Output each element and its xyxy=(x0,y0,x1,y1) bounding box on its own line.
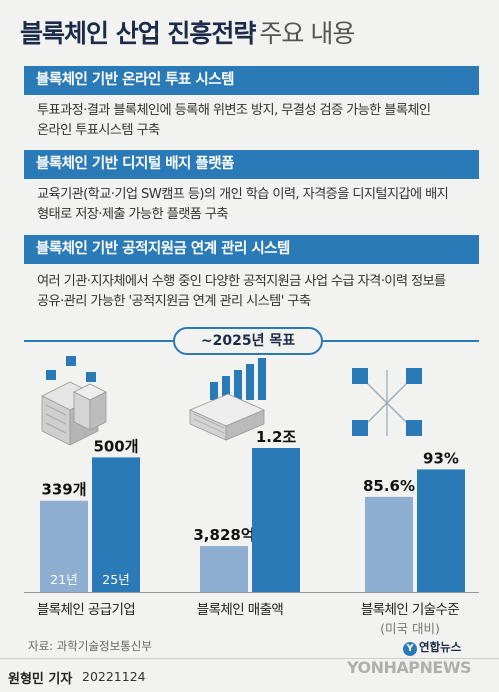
buildings-icon xyxy=(41,356,107,446)
bar-0-1 xyxy=(92,457,140,592)
value-label-1-1: 1.2조 xyxy=(256,428,297,446)
section-heading-badge: 블록체인 기반 디지털 배지 플랫폼 xyxy=(24,150,479,179)
bar-1-1 xyxy=(252,448,300,592)
goal-badge: ~2025년 목표 xyxy=(173,327,323,355)
network-cubes-icon xyxy=(352,368,422,436)
chart-title-tech-level: 블록체인 기술수준 xyxy=(360,602,460,618)
section-line: 교육기관(학교·기업 SW캠프 등)의 개인 학습 이력, 자격증을 디지털지갑… xyxy=(37,187,449,202)
chart-title-suppliers: 블록체인 공급기업 xyxy=(36,602,136,618)
value-label-0-1: 500개 xyxy=(93,437,138,455)
bar-0-0 xyxy=(40,500,88,592)
chart-baseline xyxy=(24,592,479,593)
publish-date: 20221124 xyxy=(82,669,146,684)
bar-growth-icon xyxy=(188,358,266,441)
section-heading-voting: 블록체인 기반 온라인 투표 시스템 xyxy=(24,66,479,95)
bar-2-0 xyxy=(365,496,413,592)
year-label-1: 25년 xyxy=(102,572,129,587)
section-body-voting: 투표과정·결과 블록체인에 등록해 위변조 방지, 무결성 검증 가능한 블록체… xyxy=(37,101,477,141)
section-body-subsidy: 여러 기관·지자체에서 수행 중인 다양한 공적지원금 사업 수급 자격·이력 … xyxy=(37,272,477,312)
section-body-badge: 교육기관(학교·기업 SW캠프 등)의 개인 학습 이력, 자격증을 디지털지갑… xyxy=(37,185,477,225)
value-label-1-0: 3,828억 xyxy=(193,526,254,544)
reporter-name: 원형민 기자 xyxy=(8,672,73,687)
page-title: 블록체인 산업 진흥전략 주요 내용 xyxy=(20,14,355,50)
section-line: 공유·관리 가능한 '공적지원금 연계 관리 시스템' 구축 xyxy=(37,294,311,309)
section-line: 투표과정·결과 블록체인에 등록해 위변조 방지, 무결성 검증 가능한 블록체… xyxy=(37,103,431,118)
value-label-2-1: 93% xyxy=(423,449,459,467)
watermark: YONHAPNEWS xyxy=(347,658,472,677)
year-label-0: 21년 xyxy=(50,572,77,587)
section-line: 온라인 투표시스템 구축 xyxy=(37,123,160,138)
footer-divider xyxy=(0,658,499,659)
bar-2-1 xyxy=(417,469,465,592)
title-subtitle: 주요 내용 xyxy=(259,19,355,48)
section-line: 여러 기관·지자체에서 수행 중인 다양한 공적지원금 사업 수급 자격·이력 … xyxy=(37,274,446,289)
section-line: 형태로 저장·제출 가능한 플랫폼 구축 xyxy=(37,207,229,222)
chart-subtitle-tech-level: (미국 대비) xyxy=(380,621,440,636)
yonhap-logo: Y 연합뉴스 xyxy=(403,639,461,656)
chart-title-revenue: 블록체인 매출액 xyxy=(196,602,284,618)
bar-1-0 xyxy=(200,546,248,592)
value-label-0-0: 339개 xyxy=(41,481,86,499)
yonhap-logo-text: 연합뉴스 xyxy=(419,640,462,654)
title-main: 블록체인 산업 진흥전략 xyxy=(20,19,256,48)
source-note: 자료: 과학기술정보통신부 xyxy=(28,639,152,653)
section-heading-subsidy: 블록체인 기반 공적지원금 연계 관리 시스템 xyxy=(24,235,479,264)
value-label-2-0: 85.6% xyxy=(363,477,415,495)
yonhap-logo-icon: Y xyxy=(403,642,417,656)
